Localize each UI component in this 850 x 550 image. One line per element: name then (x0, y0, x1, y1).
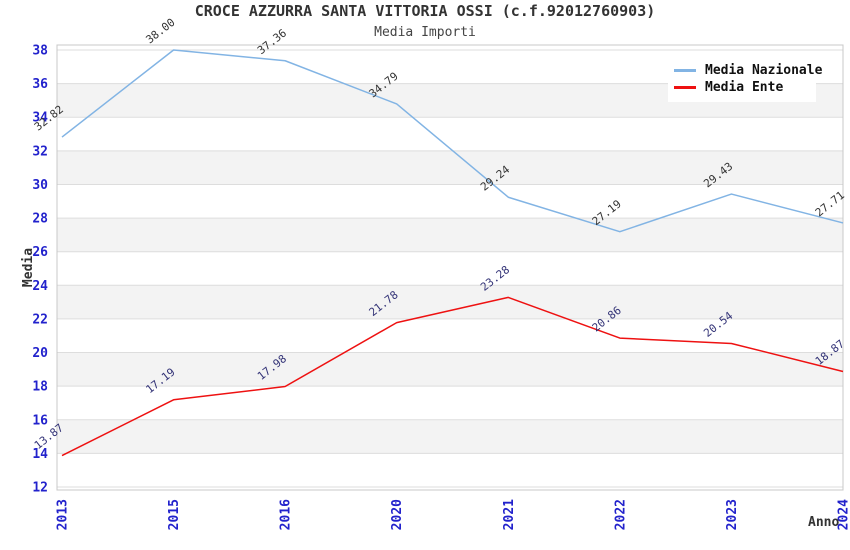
point-label-media-nazionale: 37.36 (255, 26, 289, 57)
point-label-media-nazionale: 38.00 (143, 16, 177, 47)
y-tick-label: 26 (32, 245, 48, 260)
legend-label-media-ente: Media Ente (705, 80, 784, 95)
x-tick-label: 2013 (56, 499, 71, 530)
x-tick-label: 2024 (837, 499, 850, 530)
point-label-media-nazionale: 32.82 (32, 103, 66, 134)
x-tick-label: 2023 (725, 499, 740, 530)
y-tick-label: 12 (32, 481, 48, 496)
legend-item-media-ente: Media Ente (674, 79, 810, 96)
y-tick-label: 34 (32, 111, 48, 126)
y-tick-label: 14 (32, 447, 48, 462)
plot-border (56, 44, 844, 491)
point-label-media-nazionale: 27.71 (813, 189, 847, 220)
plot-stripe (57, 285, 843, 319)
x-tick-label: 2022 (613, 499, 628, 530)
y-tick-label: 16 (32, 413, 48, 428)
plot-stripe (57, 419, 843, 454)
y-tick-label: 22 (32, 312, 48, 327)
legend-swatch-media-ente (674, 86, 696, 89)
legend-label-media-nazionale: Media Nazionale (705, 63, 823, 78)
plot-stripe (57, 352, 843, 387)
y-tick-label: 18 (32, 380, 48, 395)
x-axis-title: Anno (808, 515, 839, 530)
plot-stripe (57, 150, 843, 185)
chart-subtitle: Media Importi (374, 25, 476, 40)
x-tick-label: 2020 (390, 499, 405, 530)
y-tick-label: 32 (32, 144, 48, 159)
series-line-media-nazionale (61, 49, 844, 233)
y-tick-label: 36 (32, 77, 48, 92)
x-tick-label: 2021 (502, 499, 517, 530)
chart-title: CROCE AZZURRA SANTA VITTORIA OSSI (c.f.9… (194, 2, 656, 20)
x-tick-label: 2016 (279, 499, 294, 530)
y-tick-label: 28 (32, 212, 48, 227)
legend: Media Nazionale Media Ente (668, 57, 822, 102)
plot-stripe (57, 218, 843, 252)
y-tick-label: 30 (32, 178, 48, 193)
y-axis-title: Media (21, 248, 36, 287)
x-tick-label: 2015 (167, 499, 182, 530)
legend-swatch-media-nazionale (674, 69, 696, 72)
y-tick-label: 20 (32, 346, 48, 361)
y-tick-label: 38 (32, 44, 48, 59)
legend-item-media-nazionale: Media Nazionale (674, 62, 822, 79)
y-tick-label: 24 (32, 279, 48, 294)
series-line-media-ente (61, 296, 844, 457)
